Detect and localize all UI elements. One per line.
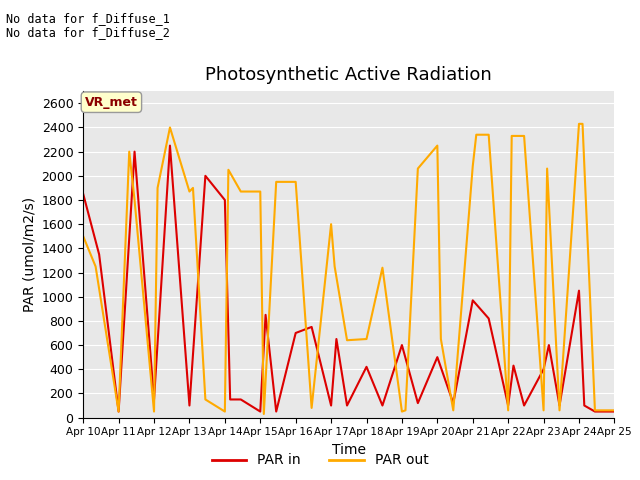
PAR out — [343, 337, 351, 343]
PAR in — [333, 336, 340, 342]
PAR out — [150, 408, 158, 414]
PAR out — [485, 132, 493, 138]
PAR in — [343, 403, 351, 408]
PAR in — [504, 403, 512, 408]
PAR out — [520, 133, 528, 139]
PAR in — [398, 342, 406, 348]
PAR in — [237, 396, 244, 402]
PAR in — [221, 197, 228, 203]
PAR in — [611, 408, 618, 414]
PAR out — [189, 185, 197, 191]
PAR out — [131, 197, 138, 203]
PAR in — [95, 252, 103, 257]
PAR out — [260, 411, 268, 417]
PAR in — [273, 408, 280, 414]
PAR in — [414, 400, 422, 406]
PAR out — [414, 166, 422, 171]
PAR in — [509, 363, 517, 369]
PAR in — [262, 312, 269, 318]
PAR out — [543, 166, 551, 171]
PAR out — [504, 408, 512, 413]
PAR in — [292, 330, 300, 336]
PAR in — [363, 364, 371, 370]
PAR out — [273, 179, 280, 185]
PAR in — [166, 143, 174, 148]
PAR in — [308, 324, 316, 330]
PAR in — [186, 403, 193, 408]
PAR out — [540, 408, 547, 413]
PAR out — [115, 408, 122, 414]
PAR in — [540, 366, 547, 372]
PAR out — [575, 121, 583, 127]
PAR out — [154, 185, 161, 191]
Text: VR_met: VR_met — [85, 96, 138, 108]
Text: No data for f_Diffuse_2: No data for f_Diffuse_2 — [6, 26, 170, 39]
PAR out — [508, 133, 516, 139]
PAR out — [166, 125, 174, 131]
PAR out — [79, 233, 87, 239]
PAR out — [398, 408, 406, 414]
PAR out — [579, 121, 586, 127]
PAR in — [469, 298, 477, 303]
PAR in — [379, 403, 387, 408]
PAR in — [202, 173, 209, 179]
PAR out — [327, 221, 335, 227]
PAR out — [125, 149, 133, 155]
PAR in — [545, 342, 553, 348]
PAR out — [225, 167, 232, 173]
PAR in — [433, 354, 441, 360]
PAR out — [402, 408, 410, 413]
PAR in — [575, 288, 583, 294]
PAR in — [485, 315, 493, 321]
Legend: PAR in, PAR out: PAR in, PAR out — [206, 448, 434, 473]
PAR in — [150, 396, 158, 402]
PAR out — [308, 405, 316, 411]
PAR in — [580, 403, 588, 408]
Text: No data for f_Diffuse_1: No data for f_Diffuse_1 — [6, 12, 170, 25]
PAR in — [131, 149, 138, 155]
Line: PAR out: PAR out — [83, 124, 614, 414]
PAR out — [331, 264, 339, 269]
PAR out — [292, 179, 300, 185]
PAR in — [556, 403, 563, 408]
PAR in — [115, 408, 122, 414]
PAR out — [611, 408, 618, 413]
PAR in — [327, 403, 335, 408]
X-axis label: Time: Time — [332, 443, 366, 457]
PAR out — [257, 189, 264, 194]
PAR in — [520, 403, 528, 408]
PAR in — [227, 396, 234, 402]
PAR out — [237, 189, 244, 194]
Title: Photosynthetic Active Radiation: Photosynthetic Active Radiation — [205, 66, 492, 84]
Y-axis label: PAR (umol/m2/s): PAR (umol/m2/s) — [22, 197, 36, 312]
PAR out — [379, 265, 387, 271]
PAR out — [202, 396, 209, 402]
PAR out — [591, 408, 599, 413]
PAR out — [472, 132, 480, 138]
Line: PAR in: PAR in — [83, 145, 614, 411]
PAR out — [221, 408, 228, 414]
PAR out — [556, 408, 563, 413]
PAR out — [186, 189, 193, 194]
PAR out — [433, 143, 441, 148]
PAR out — [363, 336, 371, 342]
PAR out — [469, 163, 477, 169]
PAR in — [79, 191, 87, 197]
PAR out — [437, 336, 445, 342]
PAR out — [449, 408, 457, 413]
PAR out — [92, 264, 99, 269]
PAR in — [257, 408, 264, 414]
PAR in — [449, 400, 457, 406]
PAR in — [591, 408, 599, 414]
